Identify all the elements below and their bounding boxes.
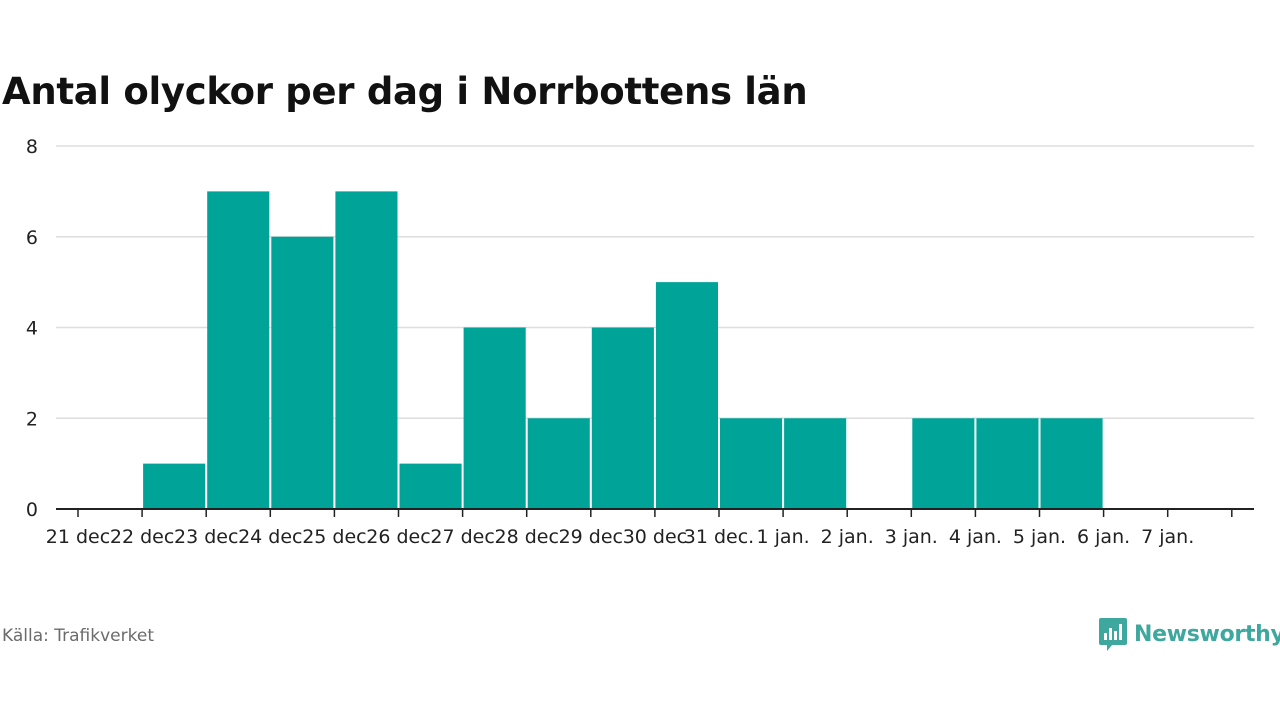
bar (335, 191, 398, 509)
bar (207, 191, 270, 509)
y-tick-label: 6 (26, 227, 38, 249)
bar (527, 418, 590, 509)
bar (784, 418, 847, 509)
y-tick-label: 4 (26, 318, 38, 340)
newsworthy-logo-icon (1099, 618, 1127, 651)
x-tick-label: 31 dec. (684, 526, 754, 548)
bar (591, 327, 654, 509)
x-tick-label: 6 jan. (1077, 526, 1130, 548)
x-tick-label: 26 dec (366, 526, 430, 548)
x-tick-label: 7 jan. (1141, 526, 1194, 548)
x-tick-label: 3 jan. (885, 526, 938, 548)
y-tick-label: 8 (26, 136, 38, 158)
y-axis-ticks: 0 2 4 6 8 (26, 136, 38, 521)
bar (912, 418, 975, 509)
bar (976, 418, 1039, 509)
bar (399, 463, 462, 509)
x-tick-label: 2 jan. (821, 526, 874, 548)
newsworthy-logo-text: Newsworthy (1134, 621, 1280, 647)
bars (143, 191, 1103, 509)
bar (143, 463, 206, 509)
y-tick-label: 0 (26, 499, 38, 521)
x-tick-label: 1 jan. (757, 526, 810, 548)
x-tick-label: 27 dec (430, 526, 494, 548)
bar (720, 418, 783, 509)
bar (271, 236, 334, 509)
x-tick-label: 29 dec (559, 526, 623, 548)
x-tick-label: 23 dec (174, 526, 238, 548)
x-tick-label: 30 dec (623, 526, 687, 548)
x-tick-label: 5 jan. (1013, 526, 1066, 548)
x-tick-label: 25 dec (302, 526, 366, 548)
y-tick-label: 2 (26, 408, 38, 430)
source-note: Källa: Trafikverket (2, 626, 154, 646)
bar (463, 327, 526, 509)
x-tick-label: 22 dec (110, 526, 174, 548)
x-tick-label: 24 dec (238, 526, 302, 548)
x-tick-label: 4 jan. (949, 526, 1002, 548)
bar (1040, 418, 1103, 509)
newsworthy-logo: Newsworthy (1098, 614, 1280, 654)
bar (655, 282, 718, 509)
x-axis: 21 dec 22 dec 23 dec 24 dec 25 dec 26 dec 27 d… (46, 508, 1254, 548)
x-tick-label: 28 dec (494, 526, 558, 548)
x-tick-label: 21 dec (46, 526, 110, 548)
chart-title: Antal olyckor per dag i Norrbottens län (2, 70, 808, 113)
